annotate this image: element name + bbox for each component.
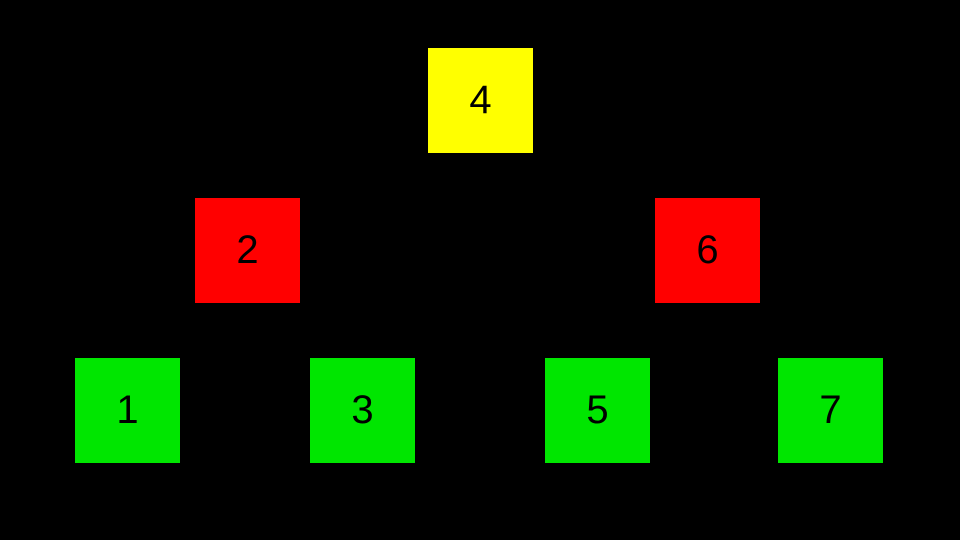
tree-node-root: 4 [428,48,533,153]
node-label: 6 [696,228,718,273]
tree-node-right: 6 [655,198,760,303]
tree-node-leaf1: 1 [75,358,180,463]
tree-node-leaf4: 7 [778,358,883,463]
tree-node-left: 2 [195,198,300,303]
node-label: 4 [469,78,491,123]
tree-node-leaf3: 5 [545,358,650,463]
node-label: 1 [116,388,138,433]
node-label: 5 [586,388,608,433]
node-label: 7 [819,388,841,433]
node-label: 2 [236,228,258,273]
tree-node-leaf2: 3 [310,358,415,463]
node-label: 3 [351,388,373,433]
